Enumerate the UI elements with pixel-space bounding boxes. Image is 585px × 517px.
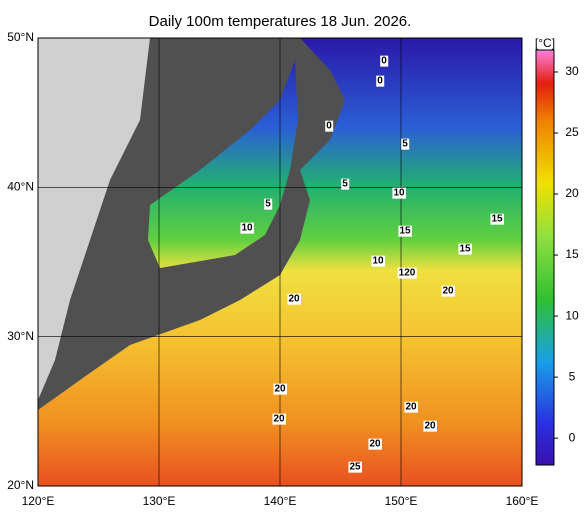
contour-label-box — [341, 178, 350, 190]
contour-label: 10 — [241, 223, 253, 234]
contour-label: 15 — [491, 214, 503, 225]
contour-label-box — [272, 413, 286, 425]
contour-label: 5 — [265, 199, 271, 210]
contour-label-box — [376, 75, 385, 87]
contour-label: 20 — [405, 402, 417, 413]
contour-label: 10 — [393, 188, 405, 199]
contour-label: 120 — [399, 268, 416, 279]
colorbar-unit: [°C] — [535, 36, 555, 50]
contour-label: 15 — [459, 244, 471, 255]
contour-label: 20 — [273, 414, 285, 425]
contour-label-box — [490, 213, 504, 225]
contour-label: 20 — [369, 439, 381, 450]
contour-label: 20 — [288, 294, 300, 305]
contour-label-box — [397, 267, 417, 279]
colorbar-tick-label: 20 — [565, 186, 579, 200]
contour-label-box — [368, 438, 382, 450]
contour-label-box — [325, 120, 334, 132]
contour-label-box — [240, 222, 254, 234]
map-title: Daily 100m temperatures 18 Jun. 2026. — [149, 13, 412, 30]
contour-label: 0 — [381, 56, 387, 67]
map-frame — [37, 37, 523, 487]
lon-tick-label: 150°E — [385, 494, 418, 508]
contour-label: 5 — [402, 139, 408, 150]
contour-label-box — [404, 401, 418, 413]
lon-tick-label: 130°E — [143, 494, 176, 508]
continent — [38, 38, 150, 400]
contour-label: 5 — [342, 179, 348, 190]
contour-label-box — [380, 55, 389, 67]
contour-label: 25 — [349, 462, 361, 473]
map-area — [37, 37, 523, 487]
colorbar-tick-label: 10 — [565, 308, 579, 322]
contour-label-box — [287, 293, 301, 305]
contour-label: 20 — [424, 421, 436, 432]
contour-label-box — [264, 198, 273, 210]
lat-tick-label: 40°N — [7, 180, 34, 194]
lat-tick-label: 20°N — [7, 478, 34, 492]
contour-label-box — [401, 138, 410, 150]
contour-label: 0 — [377, 76, 383, 87]
contour-label-box — [423, 420, 437, 432]
contour-label: 20 — [274, 384, 286, 395]
contour-label-box — [458, 243, 472, 255]
contour-label-box — [398, 225, 412, 237]
contour-label-box — [441, 285, 455, 297]
lon-tick-label: 120°E — [22, 494, 55, 508]
contour-label-box — [392, 187, 406, 199]
colorbar-tick-label: 0 — [569, 430, 576, 444]
contour-label-box — [371, 255, 385, 267]
colorbar-tick-label: 25 — [565, 125, 579, 139]
contour-label-box — [273, 383, 287, 395]
colorbar-tick-label: 15 — [565, 247, 579, 261]
lat-tick-label: 30°N — [7, 329, 34, 343]
lon-tick-label: 160°E — [506, 494, 539, 508]
colorbar — [535, 49, 555, 466]
colorbar-tick-label: 30 — [565, 64, 579, 78]
lat-tick-label: 50°N — [7, 30, 34, 44]
contour-label: 0 — [326, 121, 332, 132]
colorbar-tick-label: 5 — [569, 369, 576, 383]
contour-label: 15 — [399, 226, 411, 237]
contour-label: 20 — [442, 286, 454, 297]
contour-label: 10 — [372, 256, 384, 267]
sea-of-japan — [148, 60, 298, 268]
lon-tick-label: 140°E — [264, 494, 297, 508]
contour-label-box — [348, 461, 362, 473]
